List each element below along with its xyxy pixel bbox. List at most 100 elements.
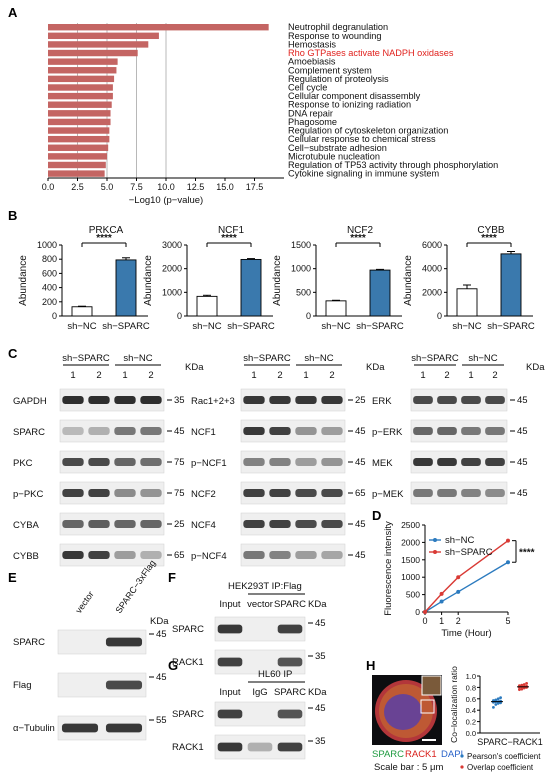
band-lane-1	[243, 489, 265, 497]
kda-marker-value: 25	[174, 519, 185, 530]
band-lane-4	[321, 458, 343, 466]
blot-background	[59, 388, 165, 412]
band-lane-1	[217, 709, 243, 719]
blot-label-flag: Flag	[13, 680, 31, 691]
y-tick-label: 1000	[401, 572, 420, 582]
blot-strip-sparc	[214, 616, 306, 642]
term-label-regulation-of-tp53-activity-through-phosphorylation: Regulation of TP53 activity through phos…	[288, 160, 498, 170]
x-tick-label: 12.5	[187, 182, 205, 192]
legend-label-sh-sparc: sh−SPARC	[445, 547, 493, 558]
blot-background	[59, 512, 165, 536]
chart-title: PRKCA	[89, 225, 124, 236]
kda-marker-value: 45	[517, 426, 528, 437]
blot-strip-p-ncf4	[240, 543, 346, 567]
y-tick-label: 1000	[162, 287, 182, 297]
chart-title: NCF2	[347, 225, 374, 236]
y-tick-label: 800	[42, 254, 57, 264]
band-lane-3	[277, 624, 303, 634]
series-line-sh-nc	[424, 561, 509, 613]
bar-sh-sparc	[115, 259, 137, 317]
panel-label-h: H	[366, 658, 375, 673]
band-lane-1	[61, 723, 99, 733]
kda-marker-value: 45	[517, 457, 528, 468]
lane-number: 1	[70, 370, 75, 381]
band-lane-2	[105, 723, 143, 733]
kda-marker-value: 75	[174, 488, 185, 499]
data-point-sh-nc	[456, 589, 461, 594]
lane-number: 1	[468, 370, 473, 381]
band-lane-1	[413, 458, 433, 466]
bar-sh-nc	[456, 288, 478, 317]
kda-marker-value: 45	[355, 519, 366, 530]
blot-strip-sparc	[214, 701, 306, 727]
lane-number: 1	[251, 370, 256, 381]
blot-strip-sparc	[57, 629, 147, 655]
band-lane-1	[217, 657, 243, 667]
blot-label-cyba: CYBA	[13, 520, 40, 531]
band-lane-4	[321, 520, 343, 528]
lane-number: 2	[148, 370, 153, 381]
lane-number: 2	[444, 370, 449, 381]
blot-background	[59, 481, 165, 505]
data-point-sh-sparc	[506, 538, 510, 543]
x-tick-label: 7.5	[130, 182, 143, 192]
x-axis-title: −Log10 (p−value)	[129, 195, 203, 206]
term-label-complement-system: Complement system	[288, 65, 372, 75]
data-point-sh-sparc	[423, 610, 427, 614]
blot-label-sparc: SPARC	[13, 427, 45, 438]
band-lane-2	[269, 520, 291, 528]
y-tick-label: 0.2	[466, 718, 476, 727]
band-lane-3	[114, 551, 136, 559]
term-label-cytokine-signaling-in-immune-system: Cytokine signaling in immune system	[288, 169, 439, 179]
panel-label-e: E	[8, 570, 17, 585]
data-point-sh-nc	[439, 599, 444, 604]
band-lane-4	[485, 489, 505, 497]
chart-title: CYBB	[477, 225, 505, 236]
term-label-cell-cycle: Cell cycle	[288, 82, 327, 92]
band-lane-1	[413, 427, 433, 435]
y-tick-label: 1000	[291, 264, 311, 274]
x-tick-label-sh-nc: sh−NC	[67, 321, 96, 332]
enrichment-bar-cell-substrate-adhesion	[48, 144, 109, 151]
y-tick-label: 3000	[162, 240, 182, 250]
blot-strip-rack1	[214, 649, 306, 675]
term-label-cellular-response-to-chemical-stress: Cellular response to chemical stress	[288, 134, 436, 144]
band-lane-1	[413, 396, 433, 404]
band-lane-2	[88, 396, 110, 404]
legend-marker-sh-sparc	[433, 550, 437, 554]
x-tick-label: 15.0	[216, 182, 234, 192]
group-label-sh-nc: sh−NC	[304, 353, 333, 364]
zoom-inset	[421, 675, 442, 696]
band-lane-4	[140, 489, 162, 497]
band-lane-3	[295, 458, 317, 466]
blot-strip-rack1	[214, 734, 306, 760]
enrichment-bar-cellular-response-to-chemical-stress	[48, 135, 110, 143]
bar-sh-nc	[196, 295, 218, 317]
y-tick-label: 2000	[401, 537, 420, 547]
data-point-pearson-s-coefficient	[494, 703, 498, 706]
term-label-dna-repair: DNA repair	[288, 108, 333, 118]
y-tick-label: 2500	[401, 520, 420, 530]
band-lane-2	[269, 427, 291, 435]
y-tick-label: 0	[177, 311, 182, 321]
y-tick-label: 500	[406, 590, 420, 600]
y-tick-label: 500	[296, 287, 311, 297]
enrichment-bar-cellular-component-disassembly	[48, 92, 113, 100]
lane-label-vector: vector	[73, 589, 95, 615]
panel-h-colocalization: SPARC RACK1 DAPI Scale bar : 5 μm 0.0 0.2 0.4 0…	[372, 666, 543, 773]
lane-label-igg: IgG	[252, 687, 267, 698]
y-tick-label: 1500	[291, 240, 311, 250]
x-tick-label: 10.0	[157, 182, 175, 192]
term-label-response-to-wounding: Response to wounding	[288, 31, 381, 41]
band-lane-3	[277, 709, 303, 719]
term-label-cell-substrate-adhesion: Cell−substrate adhesion	[288, 143, 387, 153]
group-label-sh-nc: sh−NC	[468, 353, 497, 364]
band-lane-2	[105, 680, 143, 690]
abundance-chart-prkca: PRKCA 0 200 400 600 800 1000 Abundance sh−NC sh−S…	[18, 225, 150, 332]
term-label-regulation-of-cytoskeleton-organization: Regulation of cytoskeleton organization	[288, 126, 448, 136]
microscopy-image	[372, 675, 442, 745]
bar-sh-nc	[325, 300, 347, 317]
band-lane-1	[243, 458, 265, 466]
blot-label-sparc: SPARC	[13, 637, 45, 648]
y-tick-label: 4000	[422, 264, 442, 274]
